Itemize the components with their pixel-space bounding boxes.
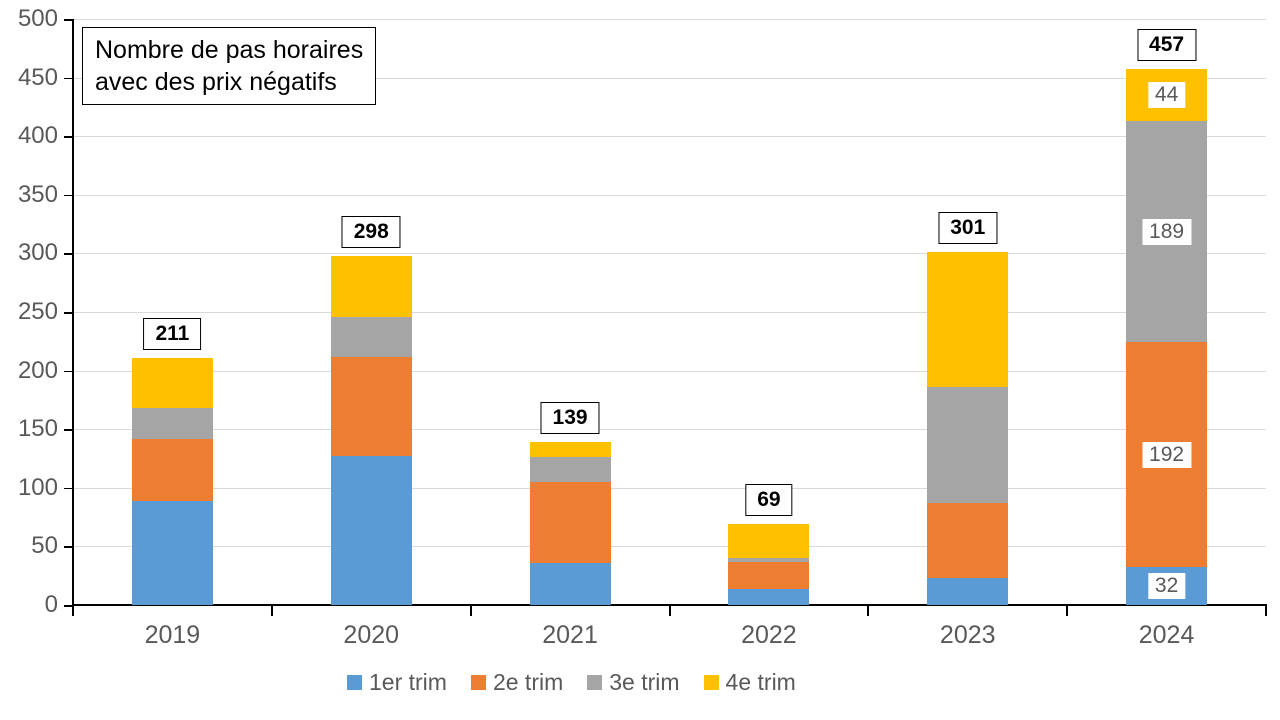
y-axis-tick-label: 300 (17, 239, 58, 267)
bar-2023-2e-trim (927, 503, 1009, 579)
y-axis-tick-mark (64, 605, 73, 607)
y-axis-tick-mark (64, 429, 73, 431)
y-axis-tick-mark (64, 253, 73, 255)
x-axis-category-label: 2024 (1138, 621, 1195, 649)
y-axis-tick-label: 500 (17, 5, 58, 32)
gridline (73, 194, 1266, 196)
x-axis-tick-mark (668, 604, 671, 616)
x-axis-category-label: 2023 (939, 621, 996, 649)
y-axis-tick-label: 450 (17, 63, 58, 91)
gridline (73, 253, 1266, 255)
legend-label: 2e trim (492, 669, 564, 695)
x-axis-category-label: 2021 (542, 621, 598, 649)
y-axis-tick-label: 250 (17, 298, 58, 325)
total-label: 457 (1137, 29, 1197, 62)
y-axis-tick-label: 150 (17, 415, 58, 443)
total-label: 139 (540, 402, 600, 435)
gridline (73, 546, 1266, 548)
chart-title-line2: avec des prix négatifs (95, 68, 337, 96)
x-axis-tick-mark (867, 604, 870, 616)
bar-2021-3e-trim (529, 457, 611, 482)
y-axis-tick-label: 200 (17, 356, 58, 384)
gridline (73, 77, 1266, 79)
chart-title-box: Nombre de pas horaires avec des prix nég… (82, 27, 377, 105)
x-axis-tick-mark (469, 604, 472, 616)
y-axis-tick-mark (64, 77, 73, 80)
gridline (73, 312, 1266, 313)
y-axis-tick-mark (64, 370, 73, 373)
y-axis-tick-mark (64, 194, 73, 197)
bar-2022-4e-trim (728, 524, 810, 559)
total-label: 298 (341, 215, 401, 248)
x-axis-tick-mark (270, 604, 273, 616)
y-axis-tick-mark (64, 19, 73, 21)
segment-value-label: 32 (1147, 573, 1186, 600)
y-axis-tick-label: 400 (17, 122, 58, 150)
segment-value-label: 189 (1142, 218, 1192, 245)
x-axis-category-label: 2020 (343, 621, 400, 649)
bar-2019-1er-trim (131, 500, 213, 605)
legend-swatch-icon (587, 675, 603, 690)
legend-swatch-icon (347, 675, 362, 690)
x-axis-tick-mark (1066, 604, 1069, 616)
bar-2021-1er-trim (529, 562, 611, 605)
bar-2019-2e-trim (131, 438, 213, 501)
gridline (73, 487, 1266, 489)
y-axis-tick-label: 100 (17, 473, 58, 501)
gridline (73, 136, 1266, 138)
bar-2021-2e-trim (529, 481, 611, 563)
legend-item-1er-trim: 1er trim (347, 669, 447, 696)
segment-value-label: 44 (1147, 82, 1186, 109)
legend-label: 4e trim (725, 669, 796, 695)
legend-label: 1er trim (369, 669, 447, 695)
x-axis-category-label: 2022 (741, 621, 797, 649)
x-axis-tick-mark (72, 604, 74, 616)
total-label: 211 (143, 317, 202, 350)
bar-2022-3e-trim (728, 558, 810, 562)
gridline (73, 19, 1266, 20)
legend-swatch-icon (703, 675, 719, 690)
bar-2022-2e-trim (728, 561, 810, 589)
legend-item-3e-trim: 3e trim (587, 669, 680, 696)
legend: 1er trim 2e trim 3e trim 4e trim (347, 669, 796, 696)
y-axis-tick-label: 350 (17, 180, 58, 208)
bar-2021-4e-trim (529, 442, 611, 458)
x-axis-category-label: 2019 (144, 621, 201, 649)
bar-2019-4e-trim (131, 357, 213, 409)
total-label: 69 (745, 484, 793, 517)
segment-value-label: 192 (1142, 441, 1192, 468)
y-axis-tick-label: 50 (31, 532, 58, 560)
y-axis-tick-mark (64, 136, 73, 138)
bar-2020-3e-trim (330, 316, 412, 357)
y-axis-tick-mark (64, 487, 73, 490)
x-axis-tick-mark (1265, 604, 1267, 616)
bar-2023-1er-trim (927, 578, 1009, 605)
chart-title-line1: Nombre de pas horaires (95, 36, 364, 64)
legend-item-4e-trim: 4e trim (703, 669, 796, 696)
gridline (73, 429, 1266, 431)
y-axis-tick-mark (64, 546, 73, 548)
legend-label: 3e trim (609, 669, 680, 695)
gridline (73, 370, 1266, 372)
bar-2022-1er-trim (728, 588, 810, 605)
y-axis-tick-mark (64, 312, 73, 314)
bar-2020-1er-trim (330, 456, 412, 605)
legend-item-2e-trim: 2e trim (470, 669, 564, 696)
bar-2023-4e-trim (927, 252, 1009, 387)
bar-2023-3e-trim (927, 387, 1009, 504)
bar-2020-2e-trim (330, 356, 412, 457)
bar-2020-4e-trim (330, 255, 412, 317)
legend-swatch-icon (470, 675, 486, 690)
total-label: 301 (938, 212, 998, 245)
y-axis-tick-label: 0 (44, 591, 58, 618)
bar-2019-3e-trim (131, 408, 213, 439)
y-axis-line (72, 19, 74, 605)
